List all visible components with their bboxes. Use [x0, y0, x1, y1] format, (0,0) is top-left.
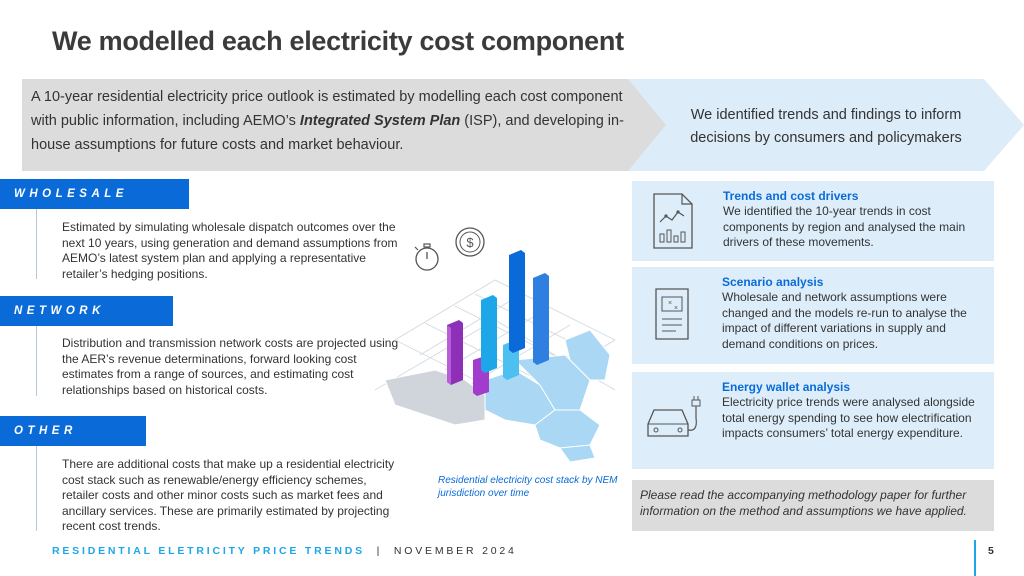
other-costs-text: There are additional costs that make up … — [62, 457, 395, 533]
page-title: We modelled each electricity cost compon… — [52, 26, 624, 56]
wholesale-costs-text: Estimated by simulating wholesale dispat… — [62, 220, 398, 281]
page-number: 5 — [988, 545, 994, 557]
dollar-coin-icon: $ — [455, 227, 485, 257]
scenario-card: × × Scenario analysis Wholesale and netw… — [632, 267, 994, 364]
card-body: We identified the 10-year trends in cost… — [723, 204, 966, 249]
other-costs-header: OTHER COSTS — [0, 416, 146, 467]
scenario-document-icon: × × — [655, 288, 689, 340]
card-body: Wholesale and network assumptions were c… — [722, 290, 967, 351]
report-chart-icon — [653, 193, 693, 249]
section-divider — [36, 209, 37, 279]
section-divider — [36, 326, 37, 396]
footer: RESIDENTIAL ELETRICITY PRICE TRENDS | NO… — [52, 545, 517, 557]
energy-wallet-card: Energy wallet analysis Electricity price… — [632, 372, 994, 469]
bar-group — [447, 250, 549, 396]
page-number-divider — [974, 540, 976, 576]
trends-card: Trends and cost drivers We identified th… — [632, 181, 994, 261]
isp-emphasis: Integrated System Plan — [299, 113, 461, 129]
footer-date: NOVEMBER 2024 — [393, 545, 517, 557]
intro-left-banner — [22, 79, 670, 171]
electric-car-icon — [647, 396, 701, 437]
intro-right-text: We identified trends and findings to inf… — [690, 107, 962, 146]
bar-side — [447, 325, 451, 385]
footer-brand: RESIDENTIAL ELETRICITY PRICE TRENDS — [52, 545, 365, 557]
network-costs-text: Distribution and transmission network co… — [62, 336, 399, 397]
nem-map — [384, 329, 611, 463]
wholesale-costs-header: WHOLESALE COSTS — [0, 179, 189, 230]
intro-right-banner — [628, 79, 1024, 171]
illustration-caption: Residential electricity cost stack by NE… — [438, 475, 618, 499]
intro-left-text: A 10-year residential electricity price … — [31, 89, 624, 153]
methodology-note: Please read the accompanying methodology… — [632, 480, 994, 531]
bar — [481, 295, 497, 373]
svg-text:×: × — [674, 305, 678, 312]
card-title: Trends and cost drivers — [723, 189, 859, 203]
card-body: Electricity price trends were analysed a… — [722, 395, 975, 440]
card-title: Energy wallet analysis — [722, 380, 851, 394]
bar — [509, 250, 525, 353]
bar — [533, 273, 549, 365]
cost-stack-illustration — [374, 250, 616, 463]
footer-separator: | — [376, 545, 383, 557]
svg-text:×: × — [668, 300, 672, 307]
section-divider — [36, 446, 37, 531]
svg-text:$: $ — [466, 235, 474, 250]
card-title: Scenario analysis — [722, 275, 824, 289]
network-costs-header: NETWORK COSTS — [0, 296, 173, 347]
stopwatch-icon — [414, 243, 439, 271]
